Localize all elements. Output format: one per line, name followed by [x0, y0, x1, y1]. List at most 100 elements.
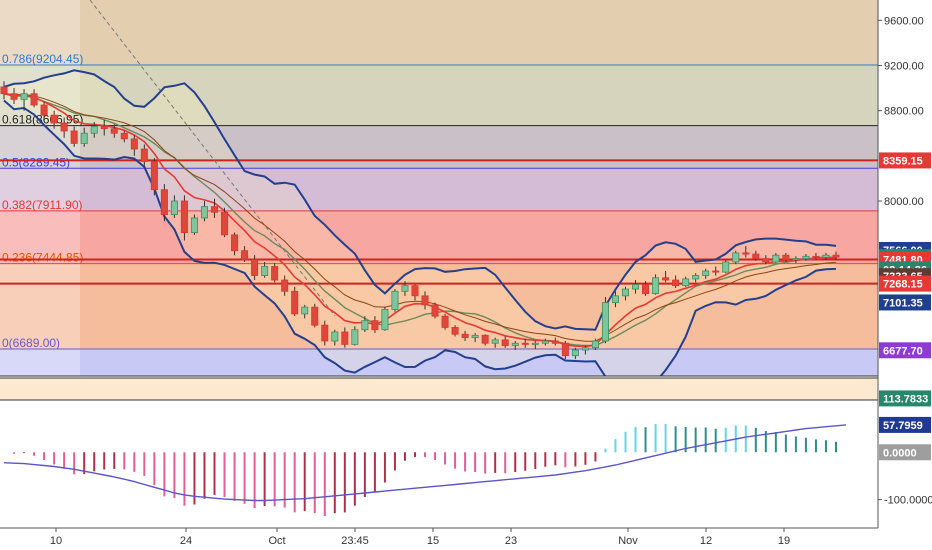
- candle-body: [20, 93, 28, 100]
- candle-body: [812, 255, 820, 258]
- candle-body: [441, 315, 449, 328]
- candle-body: [411, 285, 419, 297]
- candle-body: [531, 342, 539, 345]
- time-axis[interactable]: 10 24 Oct 23:45 15 23 Nov 12 19: [0, 527, 878, 547]
- price-tick-label: 9600.00: [884, 15, 924, 27]
- ema-fast-line: [3, 92, 837, 348]
- time-tick-label: Nov: [618, 535, 638, 547]
- candle-body: [221, 211, 229, 236]
- time-tick-label: 23: [505, 535, 517, 547]
- candle-body: [160, 189, 168, 215]
- candle-body: [70, 130, 78, 144]
- candle-body: [672, 279, 680, 287]
- price-tick-label: 8000.00: [884, 196, 924, 208]
- candle-body: [712, 270, 720, 273]
- candle-body: [341, 331, 349, 345]
- oscillator-tick-label: -100.0000: [884, 495, 932, 507]
- candle-body: [60, 122, 68, 132]
- candle-body: [50, 114, 58, 124]
- candle-body: [652, 277, 660, 294]
- candle-body: [792, 258, 800, 261]
- price-badge-label: 7268.15: [883, 279, 923, 291]
- candle-body: [491, 339, 499, 344]
- candle-body: [662, 277, 670, 281]
- candle-body: [0, 86, 8, 95]
- candle-body: [632, 284, 640, 290]
- candle-body: [381, 308, 389, 331]
- price-badge-label: 0.0000: [883, 447, 917, 459]
- candle-body: [471, 334, 479, 339]
- candle-body: [832, 254, 840, 258]
- candle-body: [501, 339, 509, 346]
- oscillator-panel[interactable]: [0, 377, 878, 517]
- candle-body: [782, 254, 790, 261]
- fib-level-label: 0.382(7911.90): [2, 198, 83, 212]
- candle-body: [722, 261, 730, 273]
- price-badge: [879, 444, 931, 461]
- candle-body: [541, 340, 549, 344]
- candle-body: [241, 250, 249, 261]
- fib-level-label: 0(6689.00): [2, 336, 60, 350]
- signal-line: [3, 424, 847, 502]
- candle-body: [391, 290, 399, 310]
- price-panel[interactable]: 0.786(9204.45)0.618(8666.95)0.5(8289.45)…: [0, 0, 878, 390]
- candle-body: [150, 161, 158, 191]
- price-badge: [879, 416, 931, 433]
- candle-body: [561, 342, 569, 357]
- candle-body: [461, 333, 469, 339]
- candle-body: [351, 329, 359, 345]
- candle-body: [591, 340, 599, 349]
- price-badge-label: 7101.35: [883, 297, 923, 309]
- fib-level-label: 0.236(7444.85): [2, 251, 83, 265]
- ema-slow-line: [3, 93, 837, 342]
- fib-zone: [0, 64, 878, 126]
- candle-body: [692, 275, 700, 280]
- time-tick-label: 10: [50, 535, 62, 547]
- time-tick-label: Oct: [268, 535, 285, 547]
- candle-body: [421, 295, 429, 306]
- candle-body: [190, 217, 198, 234]
- candle-body: [251, 259, 259, 276]
- candle-body: [231, 234, 239, 252]
- price-tick-label: 8800.00: [884, 106, 924, 118]
- candle-body: [200, 206, 208, 219]
- candle-body: [361, 320, 369, 331]
- candle-body: [281, 279, 289, 292]
- price-axis[interactable]: 9600.009200.008800.008000.007566.007503.…: [877, 0, 932, 550]
- candle-body: [90, 126, 98, 134]
- fib-level-label: 0.5(8289.45): [2, 155, 70, 169]
- time-tick-label: 19: [778, 535, 790, 547]
- candle-body: [180, 200, 188, 234]
- price-badge-label: 57.7959: [883, 420, 923, 432]
- price-badge: [879, 390, 931, 407]
- price-badge: [879, 294, 931, 311]
- candle-body: [261, 266, 269, 276]
- bollinger-upper-line: [3, 69, 837, 331]
- candle-body: [331, 331, 339, 342]
- candle-body: [762, 258, 770, 263]
- candle-body: [601, 302, 609, 342]
- candle-body: [291, 290, 299, 315]
- candle-body: [431, 304, 439, 317]
- time-tick-label: 24: [180, 535, 192, 547]
- candle-body: [130, 138, 138, 150]
- fib-anchor-shade: [0, 0, 80, 376]
- candle-body: [10, 93, 18, 100]
- time-tick-label: 23:45: [341, 535, 369, 547]
- candle-body: [170, 200, 178, 215]
- candle-body: [311, 306, 319, 326]
- candle-body: [752, 253, 760, 259]
- candle-body: [100, 126, 108, 130]
- candle-body: [481, 334, 489, 344]
- candle-body: [321, 324, 329, 342]
- candle-body: [581, 347, 589, 351]
- candle-body: [80, 132, 88, 144]
- candle-body: [551, 340, 559, 344]
- candle-body: [521, 342, 529, 345]
- fib-zone: [0, 210, 878, 264]
- candle-body: [802, 255, 810, 259]
- candle-body: [210, 206, 219, 213]
- candle-body: [732, 252, 740, 263]
- candle-body: [772, 254, 780, 263]
